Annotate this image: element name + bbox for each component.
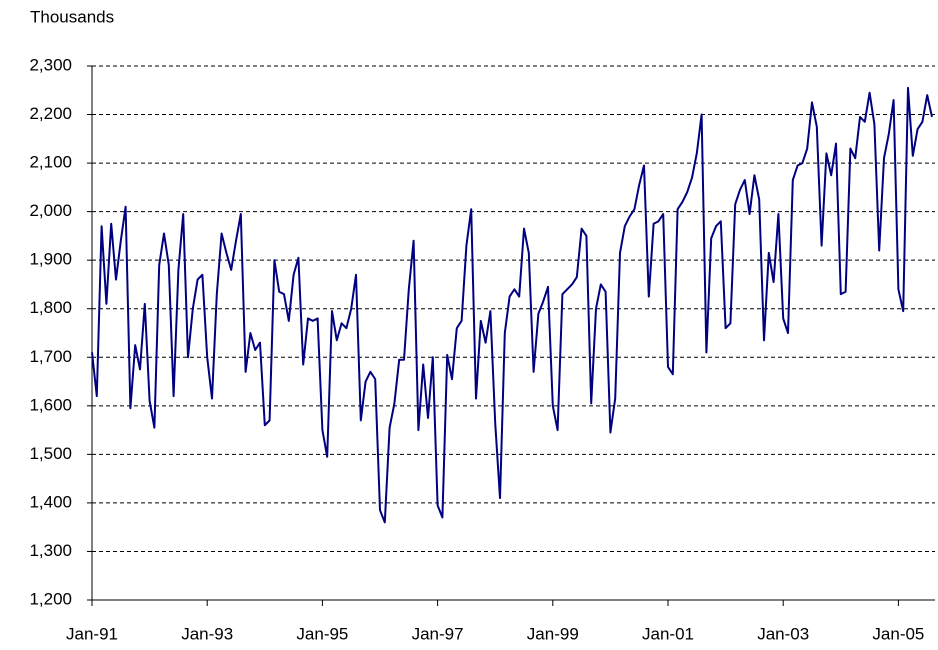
y-tick-label: 1,400 [29,492,72,511]
x-tick-label: Jan-91 [66,624,118,643]
y-tick-label: 1,600 [29,395,72,414]
x-tick-label: Jan-99 [527,624,579,643]
y-tick-label: 1,800 [29,298,72,317]
x-tick-label: Jan-97 [412,624,464,643]
data-line [91,86,933,524]
x-tick-label: Jan-03 [757,624,809,643]
x-tick-label: Jan-93 [181,624,233,643]
y-tick-label: 1,300 [29,541,72,560]
x-tick-label: Jan-01 [642,624,694,643]
y-tick-label: 2,300 [29,55,72,74]
y-tick-label: 1,500 [29,444,72,463]
y-tick-label: 1,900 [29,250,72,269]
y-tick-label: 2,000 [29,201,72,220]
y-tick-label: 1,200 [29,589,72,608]
x-tick-label: Jan-95 [296,624,348,643]
y-tick-label: 2,100 [29,153,72,172]
x-tick-label: Jan-05 [872,624,924,643]
y-tick-label: 1,700 [29,347,72,366]
y-axis-label: Thousands [30,7,114,26]
y-tick-label: 2,200 [29,104,72,123]
